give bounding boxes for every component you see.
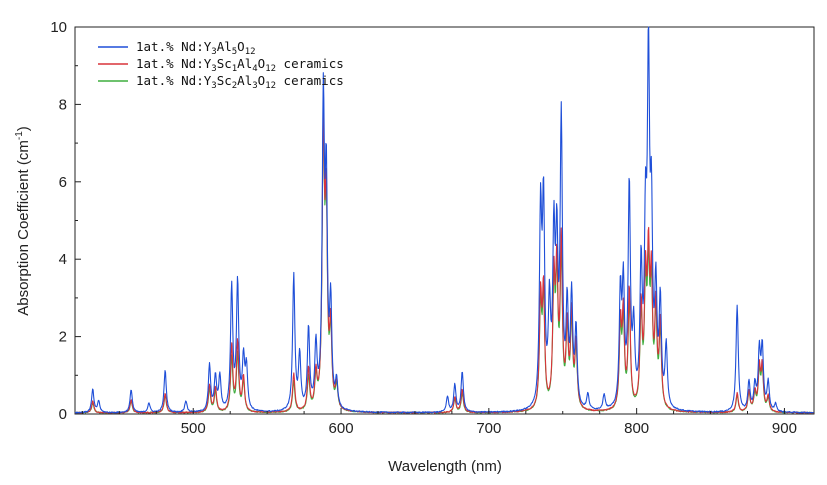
legend-text-part: Sc: [217, 73, 232, 88]
x-tick-label: 600: [329, 420, 354, 437]
legend-subscript: 3: [211, 81, 216, 91]
legend-text-part: 1at.% Nd:Y: [136, 56, 212, 71]
x-tick-label: 900: [772, 420, 797, 437]
legend-text-part: Al: [237, 73, 252, 88]
y-axis-title-main: Absorption Coefficient (cm: [15, 140, 32, 316]
legend-subscript: 12: [265, 64, 276, 74]
y-axis-title: Absorption Coefficient (cm-1): [14, 126, 32, 316]
legend-text-part: ceramics: [276, 56, 344, 71]
legend-subscript: 2: [232, 81, 237, 91]
legend-subscript: 12: [265, 81, 276, 91]
legend-label-3: 1at.% Nd:Y3Sc2Al3O12 ceramics: [136, 73, 344, 91]
legend-label-2: 1at.% Nd:Y3Sc1Al4O12 ceramics: [136, 56, 344, 74]
legend-text-part: Sc: [217, 56, 232, 71]
legend-text-part: 1at.% Nd:Y: [136, 73, 212, 88]
series-line-3: [74, 105, 814, 414]
legend-text-part: ceramics: [276, 73, 344, 88]
x-tick-label: 700: [476, 420, 501, 437]
y-tick-label: 0: [59, 406, 67, 423]
y-axis-title-close: ): [15, 126, 32, 131]
legend-subscript: 4: [252, 64, 257, 74]
y-tick-label: 10: [50, 19, 67, 36]
y-tick-label: 2: [59, 329, 67, 346]
legend-subscript: 3: [252, 81, 257, 91]
y-tick-label: 6: [59, 174, 67, 191]
y-tick-label: 8: [59, 96, 67, 113]
legend-text-part: O: [237, 39, 245, 54]
x-tick-label: 800: [624, 420, 649, 437]
series-layer: [74, 26, 815, 414]
series-line-1: [74, 26, 814, 414]
legend-text-part: O: [258, 56, 266, 71]
ticks-layer: 500 600 700 800 900 0 2 4 6 8 10: [50, 19, 797, 437]
legend-subscript: 3: [211, 64, 216, 74]
legend-text-part: O: [258, 73, 266, 88]
legend-text-part: Al: [237, 56, 252, 71]
x-axis-title: Wavelength (nm): [388, 458, 502, 475]
y-axis-title-sup: -1: [14, 131, 25, 140]
legend-label-1: 1at.% Nd:Y3Al5O12: [136, 39, 256, 57]
legend-subscript: 1: [232, 64, 237, 74]
legend-subscript: 5: [232, 47, 237, 57]
series-line-2: [74, 100, 815, 414]
legend-subscript: 12: [245, 47, 256, 57]
legend-text-part: Al: [217, 39, 232, 54]
y-tick-label: 4: [59, 251, 67, 268]
legend-text-part: 1at.% Nd:Y: [136, 39, 212, 54]
x-tick-label: 500: [181, 420, 206, 437]
legend-subscript: 3: [211, 47, 216, 57]
